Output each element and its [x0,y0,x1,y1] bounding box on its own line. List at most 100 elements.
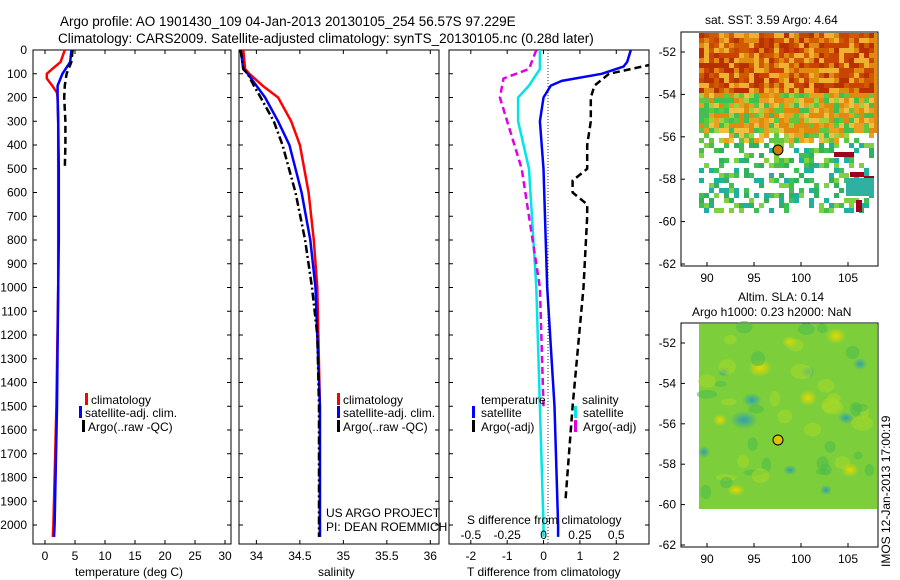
sst-pixel [789,78,794,83]
sst-pixel [714,88,719,93]
depth-tick-label: 0 [20,43,27,57]
depth-tick-label: 1900 [0,494,27,508]
sst-pixel [784,103,789,108]
sst-pixel [854,148,859,153]
sst-pixel [839,33,844,38]
series-line-climatology [242,50,322,537]
sst-pixel [859,33,864,38]
sst-pixel [699,53,704,58]
sst-pixel [824,183,829,188]
difference-legend: temperature salinity satellite Argo(-adj… [472,393,636,434]
sst-pixel [864,48,869,53]
sst-pixel [829,48,834,53]
sst-pixel [819,118,824,123]
sst-pixel [699,203,704,208]
sst-pixel [754,163,759,168]
sst-pixel [834,178,839,183]
legend-label-argo: Argo(..raw -QC) [343,420,428,434]
sst-pixel [699,138,704,143]
sst-pixel [704,143,709,148]
sst-pixel [699,83,704,88]
lon-tick-label: 105 [838,271,858,285]
sst-pixel [784,118,789,123]
sst-pixel [834,118,839,123]
sst-pixel [724,123,729,128]
sst-pixel [804,158,809,163]
sst-pixel [849,83,854,88]
sst-pixel [699,73,704,78]
sst-pixel [734,88,739,93]
sst-pixel [744,43,749,48]
sst-pixel [724,173,729,178]
sst-pixel [839,43,844,48]
sst-pixel [799,173,804,178]
sst-pixel [849,43,854,48]
sst-pixel [724,158,729,163]
x-tick-label: 15 [128,549,142,563]
sst-pixel [849,108,854,113]
sst-pixel [834,113,839,118]
sst-pixel [864,128,869,133]
sst-pixel [814,48,819,53]
sst-pixel [724,78,729,83]
sst-pixel [699,103,704,108]
series-line-temperature-argo-adj [564,63,649,502]
sst-pixel [849,208,854,213]
depth-tick-label: 2000 [0,518,27,532]
sst-pixel [774,178,779,183]
sst-pixel [739,38,744,43]
sst-pixel [804,88,809,93]
sst-pixel [789,193,794,198]
sst-pixel [739,108,744,113]
sst-pixel [809,48,814,53]
sst-pixel [784,208,789,213]
sst-pixel [714,43,719,48]
sst-pixel [834,73,839,78]
sla-anomaly [696,389,718,399]
sst-pixel [729,43,734,48]
sst-pixel [819,133,824,138]
sst-pixel [754,83,759,88]
sst-pixel [829,143,834,148]
sst-pixel [809,123,814,128]
sst-pixel [729,98,734,103]
sst-pixel [859,103,864,108]
sst-pixel [739,93,744,98]
sst-pixel [854,38,859,43]
sst-pixel [734,108,739,113]
sst-pixel [734,58,739,63]
sla-anomaly [790,364,813,380]
sst-pixel [824,78,829,83]
sst-pixel [774,158,779,163]
sst-pixel [834,83,839,88]
sst-pixel [794,73,799,78]
legend-title-temperature: temperature [481,393,546,407]
sst-pixel [769,73,774,78]
sst-pixel [744,53,749,58]
sst-pixel [709,73,714,78]
sst-pixel [749,198,754,203]
sst-pixel [769,113,774,118]
series-line-salinity-satellite [516,50,545,537]
sla-anomaly [826,328,846,344]
sst-pixel [849,123,854,128]
sst-pixel [749,133,754,138]
sst-pixel [699,48,704,53]
sst-pixel [749,53,754,58]
sst-pixel [709,183,714,188]
sst-pixel [709,113,714,118]
sst-pixel [794,93,799,98]
sst-pixel [864,113,869,118]
sst-pixel [739,43,744,48]
sst-pixel [734,158,739,163]
sst-pixel [759,133,764,138]
sst-pixel [844,73,849,78]
sst-pixel [779,58,784,63]
sst-pixel [724,188,729,193]
sst-pixel [709,168,714,173]
lon-tick-label: 95 [747,271,761,285]
sst-pixel [749,38,754,43]
sst-pixel [719,128,724,133]
sst-pixel [729,128,734,133]
sst-pixel [714,123,719,128]
